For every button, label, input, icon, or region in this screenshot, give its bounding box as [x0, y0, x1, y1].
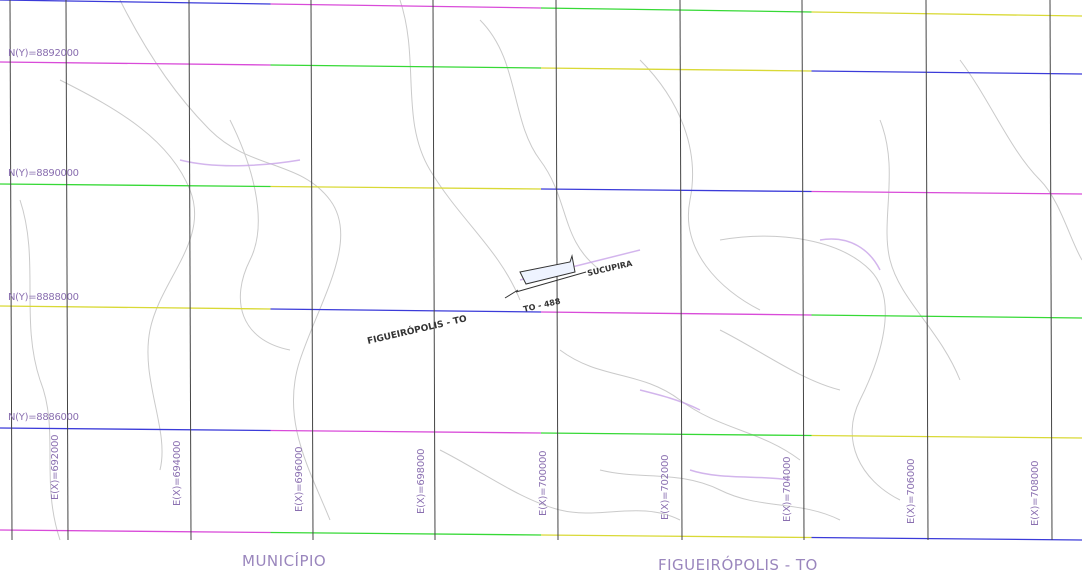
easting-grid-line — [188, 0, 192, 541]
road-label-center: TO - 488 — [522, 297, 561, 314]
easting-grid-line — [679, 0, 683, 541]
northing-grid-line — [540, 7, 812, 13]
easting-grid-lines — [9, 0, 1053, 541]
northing-grid-line — [811, 314, 1082, 319]
northing-grid-line — [0, 183, 271, 188]
road-label-group: FIGUEIRÓPOLIS - TO TO - 488 SUCUPIRA — [366, 259, 634, 347]
easting-label-6: E(X)=702000 — [660, 454, 671, 520]
northing-label-4: N(Y)=8886000 — [8, 412, 79, 423]
northing-grid-line — [270, 531, 542, 536]
northing-grid-line — [270, 185, 542, 190]
easting-label-2: E(X)=694000 — [172, 440, 183, 506]
easting-label-4: E(X)=698000 — [416, 448, 427, 514]
northing-label-2: N(Y)=8890000 — [8, 168, 79, 179]
place-label: FIGUEIRÓPOLIS - TO — [658, 556, 818, 574]
northing-grid-line — [540, 67, 812, 72]
northing-grid-line — [811, 11, 1082, 17]
northing-grid-lines — [0, 0, 1082, 541]
easting-grid-line — [801, 0, 805, 541]
easting-label-7: E(X)=704000 — [782, 456, 793, 522]
northing-label-1: N(Y)=8892000 — [8, 48, 79, 59]
terrain-contours — [19, 0, 1082, 541]
easting-label-1: E(X)=692000 — [50, 434, 61, 500]
northing-grid-line — [0, 427, 271, 432]
northing-grid-line — [540, 432, 812, 437]
easting-label-3: E(X)=696000 — [294, 446, 305, 512]
northing-grid-line — [0, 305, 271, 310]
easting-grid-line — [432, 0, 436, 541]
northing-grid-line — [540, 311, 812, 316]
easting-label-8: E(X)=706000 — [906, 458, 917, 524]
easting-grid-line — [1049, 0, 1053, 541]
road-shield-symbol — [504, 254, 587, 299]
northing-grid-line — [270, 308, 542, 313]
northing-grid-line — [811, 434, 1082, 439]
easting-grid-line — [925, 0, 929, 541]
northing-grid-line — [540, 534, 812, 539]
municipio-label: MUNICÍPIO — [242, 552, 327, 570]
easting-grid-line — [9, 0, 13, 541]
northing-label-3: N(Y)=8888000 — [8, 292, 79, 303]
northing-grid-line — [540, 188, 812, 193]
northing-grid-line — [0, 0, 271, 5]
northing-grid-line — [270, 64, 542, 69]
northing-grid-line — [811, 190, 1082, 195]
easting-label-9: E(X)=708000 — [1030, 460, 1041, 526]
roads — [179, 159, 881, 481]
road-label-left: FIGUEIRÓPOLIS - TO — [366, 312, 468, 347]
easting-label-5: E(X)=700000 — [538, 450, 549, 516]
northing-grid-line — [811, 536, 1082, 541]
easting-grid-line — [310, 0, 314, 541]
easting-grid-line — [65, 0, 69, 541]
northing-grid-line — [811, 70, 1082, 75]
northing-grid-line — [270, 429, 542, 434]
northing-grid-line — [0, 529, 271, 534]
northing-grid-line — [0, 61, 271, 66]
northing-grid-line — [270, 3, 542, 9]
